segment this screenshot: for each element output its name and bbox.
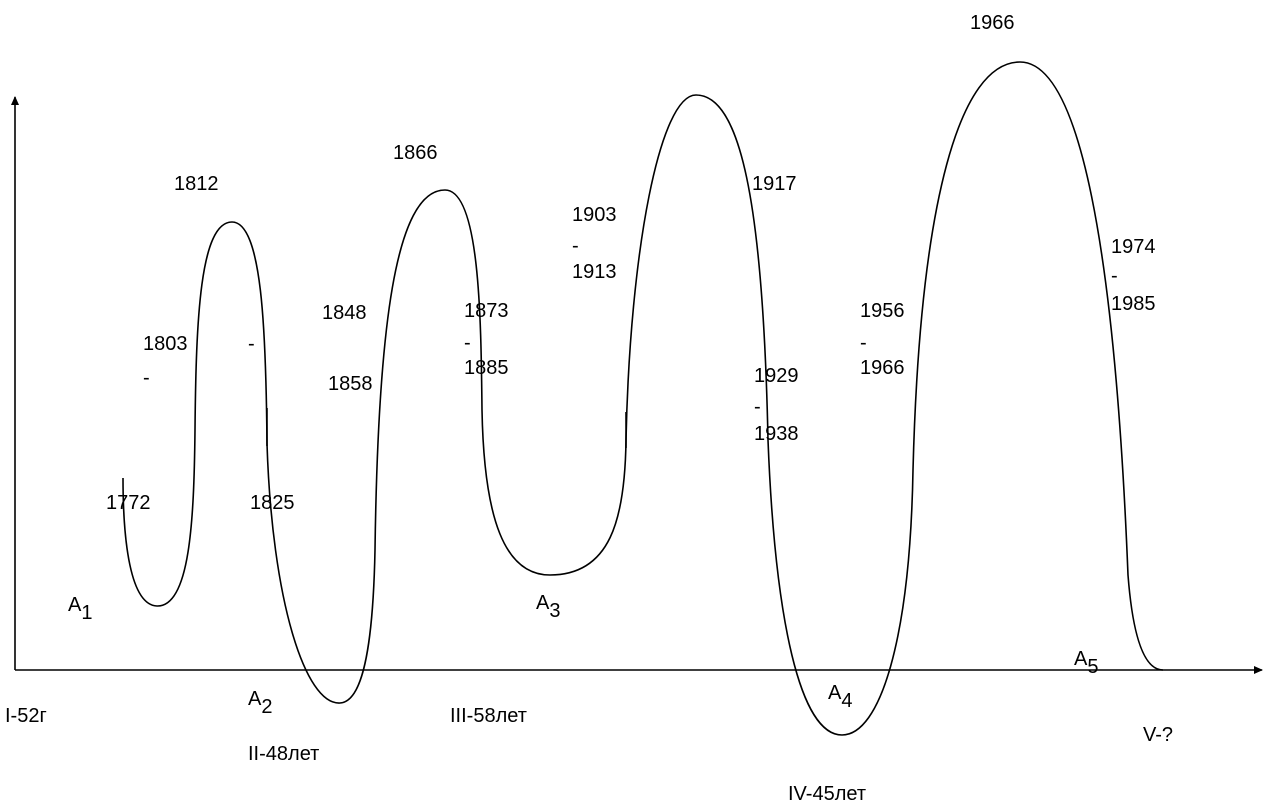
peak-label-3: 1917 — [752, 173, 797, 195]
year-label: 1825 — [250, 492, 295, 514]
cycle-label: III-58лет — [450, 705, 527, 727]
range-end: 1966 — [860, 357, 905, 379]
range-dash: - — [860, 332, 867, 354]
cycle-label: V-? — [1143, 724, 1173, 746]
peak-label-4: 1966 — [970, 12, 1015, 34]
range-end: 1985 — [1111, 293, 1156, 315]
range-dash: - — [464, 332, 471, 354]
cycle-label: II-48лет — [248, 743, 319, 765]
range-dash: - — [248, 333, 255, 355]
point-label: A5 — [1074, 648, 1098, 678]
range-start: 1873 — [464, 300, 509, 322]
cycle-label: I-52г — [5, 705, 47, 727]
range-end: 1938 — [754, 423, 799, 445]
year-label: 1772 — [106, 492, 151, 514]
wave-curve — [122, 61, 1164, 736]
range-end: 1885 — [464, 357, 509, 379]
range-dash: - — [572, 235, 579, 257]
peak-label-2: 1866 — [393, 142, 438, 164]
range-start: 1903 — [572, 204, 617, 226]
range-end: 1913 — [572, 261, 617, 283]
range-start: 1803 — [143, 333, 188, 355]
range-start: 1956 — [860, 300, 905, 322]
cycle-label: IV-45лет — [788, 783, 866, 805]
point-label: A2 — [248, 688, 272, 718]
range-start: 1929 — [754, 365, 799, 387]
range-dash: - — [143, 367, 150, 389]
range-dash: - — [754, 396, 761, 418]
point-label: A1 — [68, 594, 92, 624]
range-dash: - — [1111, 265, 1118, 287]
range-start: 1848 — [322, 302, 367, 324]
point-label: A4 — [828, 682, 852, 712]
peak-label-1: 1812 — [174, 173, 219, 195]
range-start: 1974 — [1111, 236, 1156, 258]
point-label: A3 — [536, 592, 560, 622]
range-end: 1858 — [328, 373, 373, 395]
